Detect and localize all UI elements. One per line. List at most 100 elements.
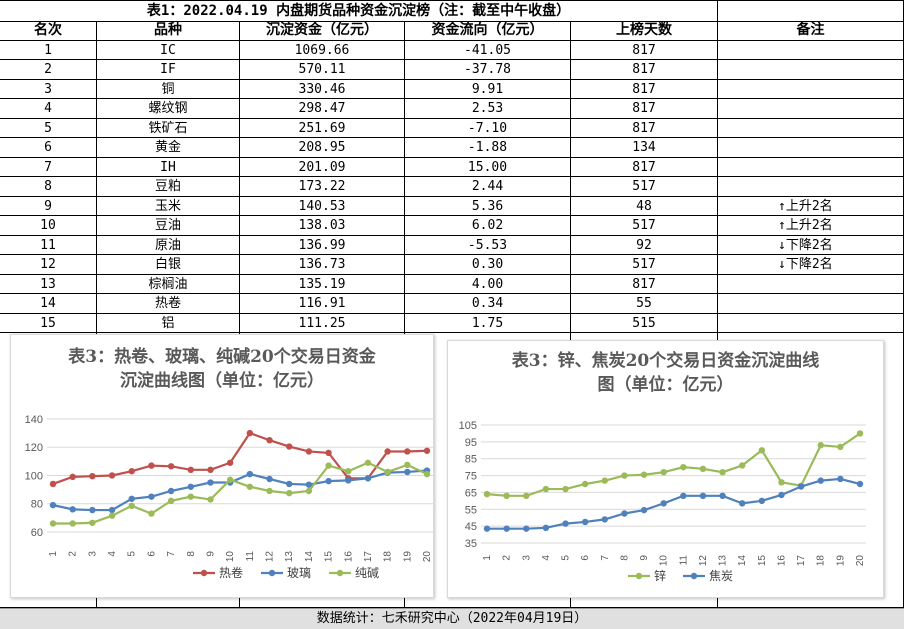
table-cell-note[interactable] (718, 118, 904, 138)
table-cell-rank[interactable]: 3 (0, 79, 97, 99)
table-cell-note[interactable] (718, 274, 904, 294)
table-cell-flow[interactable]: 0.30 (405, 255, 571, 275)
table-cell-days[interactable]: 92 (571, 235, 718, 255)
header-name[interactable]: 品种 (97, 21, 240, 41)
table-cell-days[interactable]: 817 (571, 118, 718, 138)
table-cell-capital[interactable]: 201.09 (240, 157, 405, 177)
table-cell-flow[interactable]: 5.36 (405, 196, 571, 216)
chart-zinc-coke[interactable]: 表3：锌、焦炭20个交易日资金沉淀曲线 图（单位：亿元） 35 45 55 65 75 8… (447, 340, 884, 598)
chart-hot-rolled-glass-soda[interactable]: 表3：热卷、玻璃、纯碱20个交易日资金 沉淀曲线图（单位：亿元） 60 80 100… (10, 334, 434, 598)
table-cell-capital[interactable]: 138.03 (240, 216, 405, 236)
table-cell-name[interactable]: 豆粕 (97, 177, 240, 197)
table-cell-days[interactable]: 817 (571, 60, 718, 80)
header-rank[interactable]: 名次 (0, 21, 97, 41)
table-cell-days[interactable]: 817 (571, 274, 718, 294)
table-cell-rank[interactable]: 15 (0, 313, 97, 333)
table-cell-rank[interactable]: 14 (0, 294, 97, 314)
table-cell-flow[interactable]: -41.05 (405, 40, 571, 60)
table-cell-flow[interactable]: 9.91 (405, 79, 571, 99)
table-cell-note[interactable] (718, 177, 904, 197)
table-cell-name[interactable]: 玉米 (97, 196, 240, 216)
table-cell-rank[interactable]: 8 (0, 177, 97, 197)
table-cell-rank[interactable]: 11 (0, 235, 97, 255)
table-cell-rank[interactable]: 12 (0, 255, 97, 275)
table-cell-note[interactable] (718, 79, 904, 99)
table-cell-flow[interactable]: 15.00 (405, 157, 571, 177)
table-cell-capital[interactable]: 111.25 (240, 313, 405, 333)
table-cell-name[interactable]: 铝 (97, 313, 240, 333)
table-cell-days[interactable]: 55 (571, 294, 718, 314)
table-cell-note[interactable] (718, 313, 904, 333)
table-cell-days[interactable]: 517 (571, 216, 718, 236)
table-cell-name[interactable]: 热卷 (97, 294, 240, 314)
table-cell-capital[interactable]: 116.91 (240, 294, 405, 314)
table-cell-flow[interactable]: 1.75 (405, 313, 571, 333)
table-cell-days[interactable]: 517 (571, 255, 718, 275)
table-cell-days[interactable]: 48 (571, 196, 718, 216)
header-note[interactable]: 备注 (718, 21, 904, 41)
table-cell-note[interactable]: ↓下降2名 (718, 235, 904, 255)
table-cell-capital[interactable]: 251.69 (240, 118, 405, 138)
table-cell-days[interactable]: 134 (571, 138, 718, 158)
table-cell-name[interactable]: 黄金 (97, 138, 240, 158)
table-cell-rank[interactable]: 2 (0, 60, 97, 80)
table-cell-note[interactable] (718, 99, 904, 119)
table-cell-days[interactable]: 517 (571, 177, 718, 197)
table-cell-capital[interactable]: 570.11 (240, 60, 405, 80)
table-cell-rank[interactable]: 4 (0, 99, 97, 119)
table-cell-capital[interactable]: 173.22 (240, 177, 405, 197)
table-cell-name[interactable]: IF (97, 60, 240, 80)
table-cell-flow[interactable]: 0.34 (405, 294, 571, 314)
header-capital[interactable]: 沉淀资金（亿元） (240, 21, 405, 41)
table-cell-rank[interactable]: 6 (0, 138, 97, 158)
table-cell-capital[interactable]: 330.46 (240, 79, 405, 99)
table-cell-capital[interactable]: 136.99 (240, 235, 405, 255)
table-cell-name[interactable]: 棕榈油 (97, 274, 240, 294)
table-cell-rank[interactable]: 1 (0, 40, 97, 60)
table-cell-note[interactable] (718, 138, 904, 158)
table-cell-capital[interactable]: 1069.66 (240, 40, 405, 60)
table-cell-name[interactable]: 原油 (97, 235, 240, 255)
table-cell-name[interactable]: 豆油 (97, 216, 240, 236)
table-cell-name[interactable]: IC (97, 40, 240, 60)
table-title-note-cell[interactable] (718, 0, 904, 22)
table-cell-capital[interactable]: 136.73 (240, 255, 405, 275)
table-cell-capital[interactable]: 298.47 (240, 99, 405, 119)
table-cell-days[interactable]: 817 (571, 79, 718, 99)
table-cell-days[interactable]: 817 (571, 99, 718, 119)
table-cell-note[interactable]: ↓下降2名 (718, 255, 904, 275)
table-cell-note[interactable] (718, 294, 904, 314)
table-cell-note[interactable]: ↑上升2名 (718, 216, 904, 236)
table-cell-flow[interactable]: 6.02 (405, 216, 571, 236)
table-cell-rank[interactable]: 5 (0, 118, 97, 138)
table-cell-flow[interactable]: -7.10 (405, 118, 571, 138)
table-cell-flow[interactable]: -37.78 (405, 60, 571, 80)
table-cell-flow[interactable]: 4.00 (405, 274, 571, 294)
table-cell-note[interactable] (718, 60, 904, 80)
table-cell-name[interactable]: IH (97, 157, 240, 177)
table-cell-flow[interactable]: -1.88 (405, 138, 571, 158)
table-cell-note[interactable] (718, 40, 904, 60)
table-cell-name[interactable]: 铜 (97, 79, 240, 99)
table-cell-note[interactable] (718, 157, 904, 177)
table-cell-flow[interactable]: 2.44 (405, 177, 571, 197)
table-cell-rank[interactable]: 13 (0, 274, 97, 294)
table-cell-capital[interactable]: 135.19 (240, 274, 405, 294)
table-cell-days[interactable]: 817 (571, 40, 718, 60)
table-cell-rank[interactable]: 9 (0, 196, 97, 216)
table-cell-capital[interactable]: 208.95 (240, 138, 405, 158)
table-cell-flow[interactable]: -5.53 (405, 235, 571, 255)
table-cell-days[interactable]: 817 (571, 157, 718, 177)
table-cell-note[interactable]: ↑上升2名 (718, 196, 904, 216)
table-cell-capital[interactable]: 140.53 (240, 196, 405, 216)
table-cell-name[interactable]: 螺纹钢 (97, 99, 240, 119)
table-cell-flow[interactable]: 2.53 (405, 99, 571, 119)
header-flow[interactable]: 资金流向（亿元） (405, 21, 571, 41)
table-cell-days[interactable]: 515 (571, 313, 718, 333)
table-cell-name[interactable]: 铁矿石 (97, 118, 240, 138)
header-days[interactable]: 上榜天数 (571, 21, 718, 41)
table-cell-name[interactable]: 白银 (97, 255, 240, 275)
table-cell-rank[interactable]: 7 (0, 157, 97, 177)
table-cell-rank[interactable]: 10 (0, 216, 97, 236)
table-title[interactable]: 表1：2022.04.19 内盘期货品种资金沉淀榜（注：截至中午收盘） (0, 0, 718, 22)
